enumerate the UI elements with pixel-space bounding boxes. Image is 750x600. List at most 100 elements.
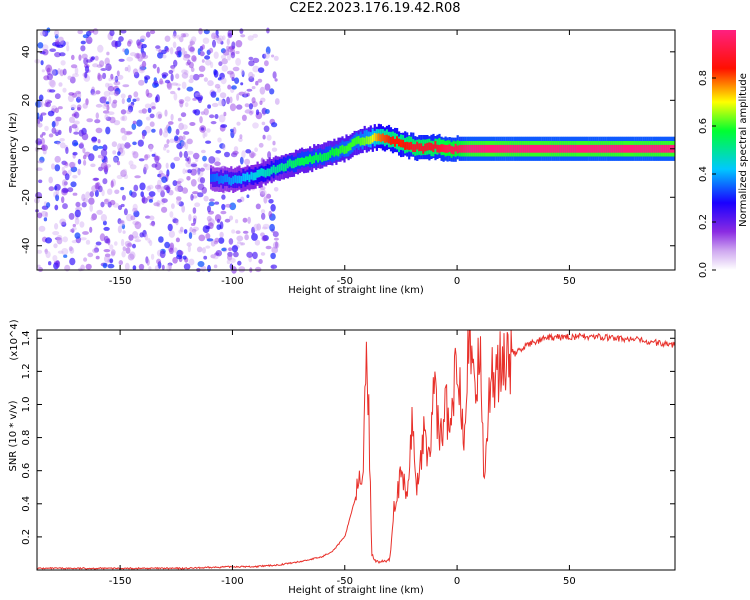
noise-speckle: [188, 78, 194, 84]
noise-speckle: [239, 134, 243, 139]
ridge-cell: [307, 156, 310, 165]
noise-speckle: [161, 264, 165, 270]
ridge-cell: [650, 144, 653, 153]
ridge-cell: [377, 133, 380, 141]
noise-speckle: [262, 223, 270, 230]
noise-speckle: [252, 251, 258, 260]
noise-speckle: [194, 92, 202, 98]
ridge-cell: [327, 152, 330, 160]
noise-speckle: [215, 150, 222, 154]
noise-speckle: [202, 155, 207, 162]
noise-speckle: [51, 127, 57, 134]
noise-speckle: [255, 109, 260, 116]
noise-speckle: [143, 163, 149, 171]
noise-speckle: [175, 83, 181, 87]
noise-speckle: [220, 40, 224, 45]
noise-speckle: [192, 191, 199, 195]
noise-speckle: [209, 198, 215, 202]
ridge-cell: [298, 158, 302, 166]
noise-speckle: [35, 138, 42, 146]
noise-speckle: [95, 112, 100, 119]
noise-speckle: [242, 230, 249, 234]
noise-speckle: [179, 226, 184, 233]
noise-speckle: [236, 121, 241, 126]
noise-speckle: [100, 214, 107, 222]
noise-speckle: [271, 246, 279, 254]
noise-speckle: [153, 80, 159, 85]
noise-speckle: [53, 243, 58, 249]
noise-speckle: [238, 91, 246, 96]
noise-speckle: [164, 241, 171, 249]
noise-speckle: [100, 162, 108, 170]
noise-speckle: [120, 127, 126, 133]
noise-speckle: [99, 60, 105, 67]
noise-speckle: [217, 35, 224, 42]
ridge-cell: [648, 144, 651, 153]
noise-speckle: [146, 185, 151, 192]
ridge-cell: [541, 144, 544, 153]
noise-speckle: [172, 257, 178, 264]
ridge-cell: [250, 171, 253, 180]
ridge-cell: [387, 135, 391, 144]
ridge-cell: [389, 137, 393, 145]
noise-speckle: [136, 53, 140, 59]
ridge-cell: [228, 176, 231, 185]
noise-speckle: [94, 55, 99, 61]
noise-speckle: [112, 150, 117, 155]
noise-speckle: [133, 235, 140, 240]
noise-speckle: [59, 218, 67, 226]
noise-speckle: [184, 96, 191, 102]
noise-speckle: [182, 56, 190, 61]
noise-speckle: [260, 209, 266, 214]
noise-speckle: [55, 194, 60, 202]
noise-speckle: [160, 186, 165, 193]
noise-speckle: [101, 189, 105, 197]
noise-speckle: [55, 39, 60, 45]
ridge-cell: [276, 165, 279, 173]
noise-speckle: [84, 71, 88, 79]
ridge-cell: [634, 144, 637, 153]
noise-speckle: [120, 238, 125, 247]
noise-speckle: [77, 107, 81, 111]
noise-speckle: [69, 161, 77, 168]
noise-speckle: [246, 88, 253, 92]
noise-speckle: [219, 231, 224, 238]
noise-speckle: [101, 96, 108, 101]
noise-speckle: [255, 266, 262, 273]
noise-speckle: [190, 223, 196, 226]
noise-speckle: [105, 82, 110, 88]
noise-speckle: [67, 187, 74, 193]
noise-speckle: [103, 249, 111, 253]
noise-speckle: [72, 174, 78, 179]
noise-speckle: [61, 187, 69, 194]
noise-speckle: [247, 216, 251, 224]
y-tick-label: 1.0: [21, 397, 32, 413]
noise-speckle: [84, 65, 90, 73]
noise-speckle: [213, 70, 219, 78]
noise-speckle: [142, 132, 145, 140]
noise-speckle: [127, 105, 134, 113]
noise-speckle: [233, 251, 239, 258]
ridge-cell: [408, 142, 411, 151]
noise-speckle: [175, 237, 180, 243]
noise-speckle: [161, 206, 168, 213]
noise-speckle: [104, 253, 111, 258]
noise-speckle: [208, 156, 216, 164]
ridge-cell: [464, 144, 467, 153]
noise-speckle: [179, 151, 183, 158]
y-tick-label: 0: [21, 146, 32, 152]
noise-speckle: [249, 110, 253, 116]
noise-speckle: [141, 195, 146, 204]
noise-speckle: [102, 178, 108, 185]
noise-speckle: [85, 239, 91, 245]
noise-speckle: [253, 223, 259, 232]
noise-speckle: [154, 184, 162, 190]
ridge-cell: [230, 177, 233, 186]
ridge-cell: [521, 144, 524, 153]
noise-speckle: [206, 215, 212, 222]
noise-speckle: [148, 199, 153, 203]
noise-speckle: [226, 38, 230, 46]
noise-speckle: [80, 40, 86, 45]
noise-speckle: [132, 98, 137, 103]
noise-speckle: [118, 36, 124, 42]
